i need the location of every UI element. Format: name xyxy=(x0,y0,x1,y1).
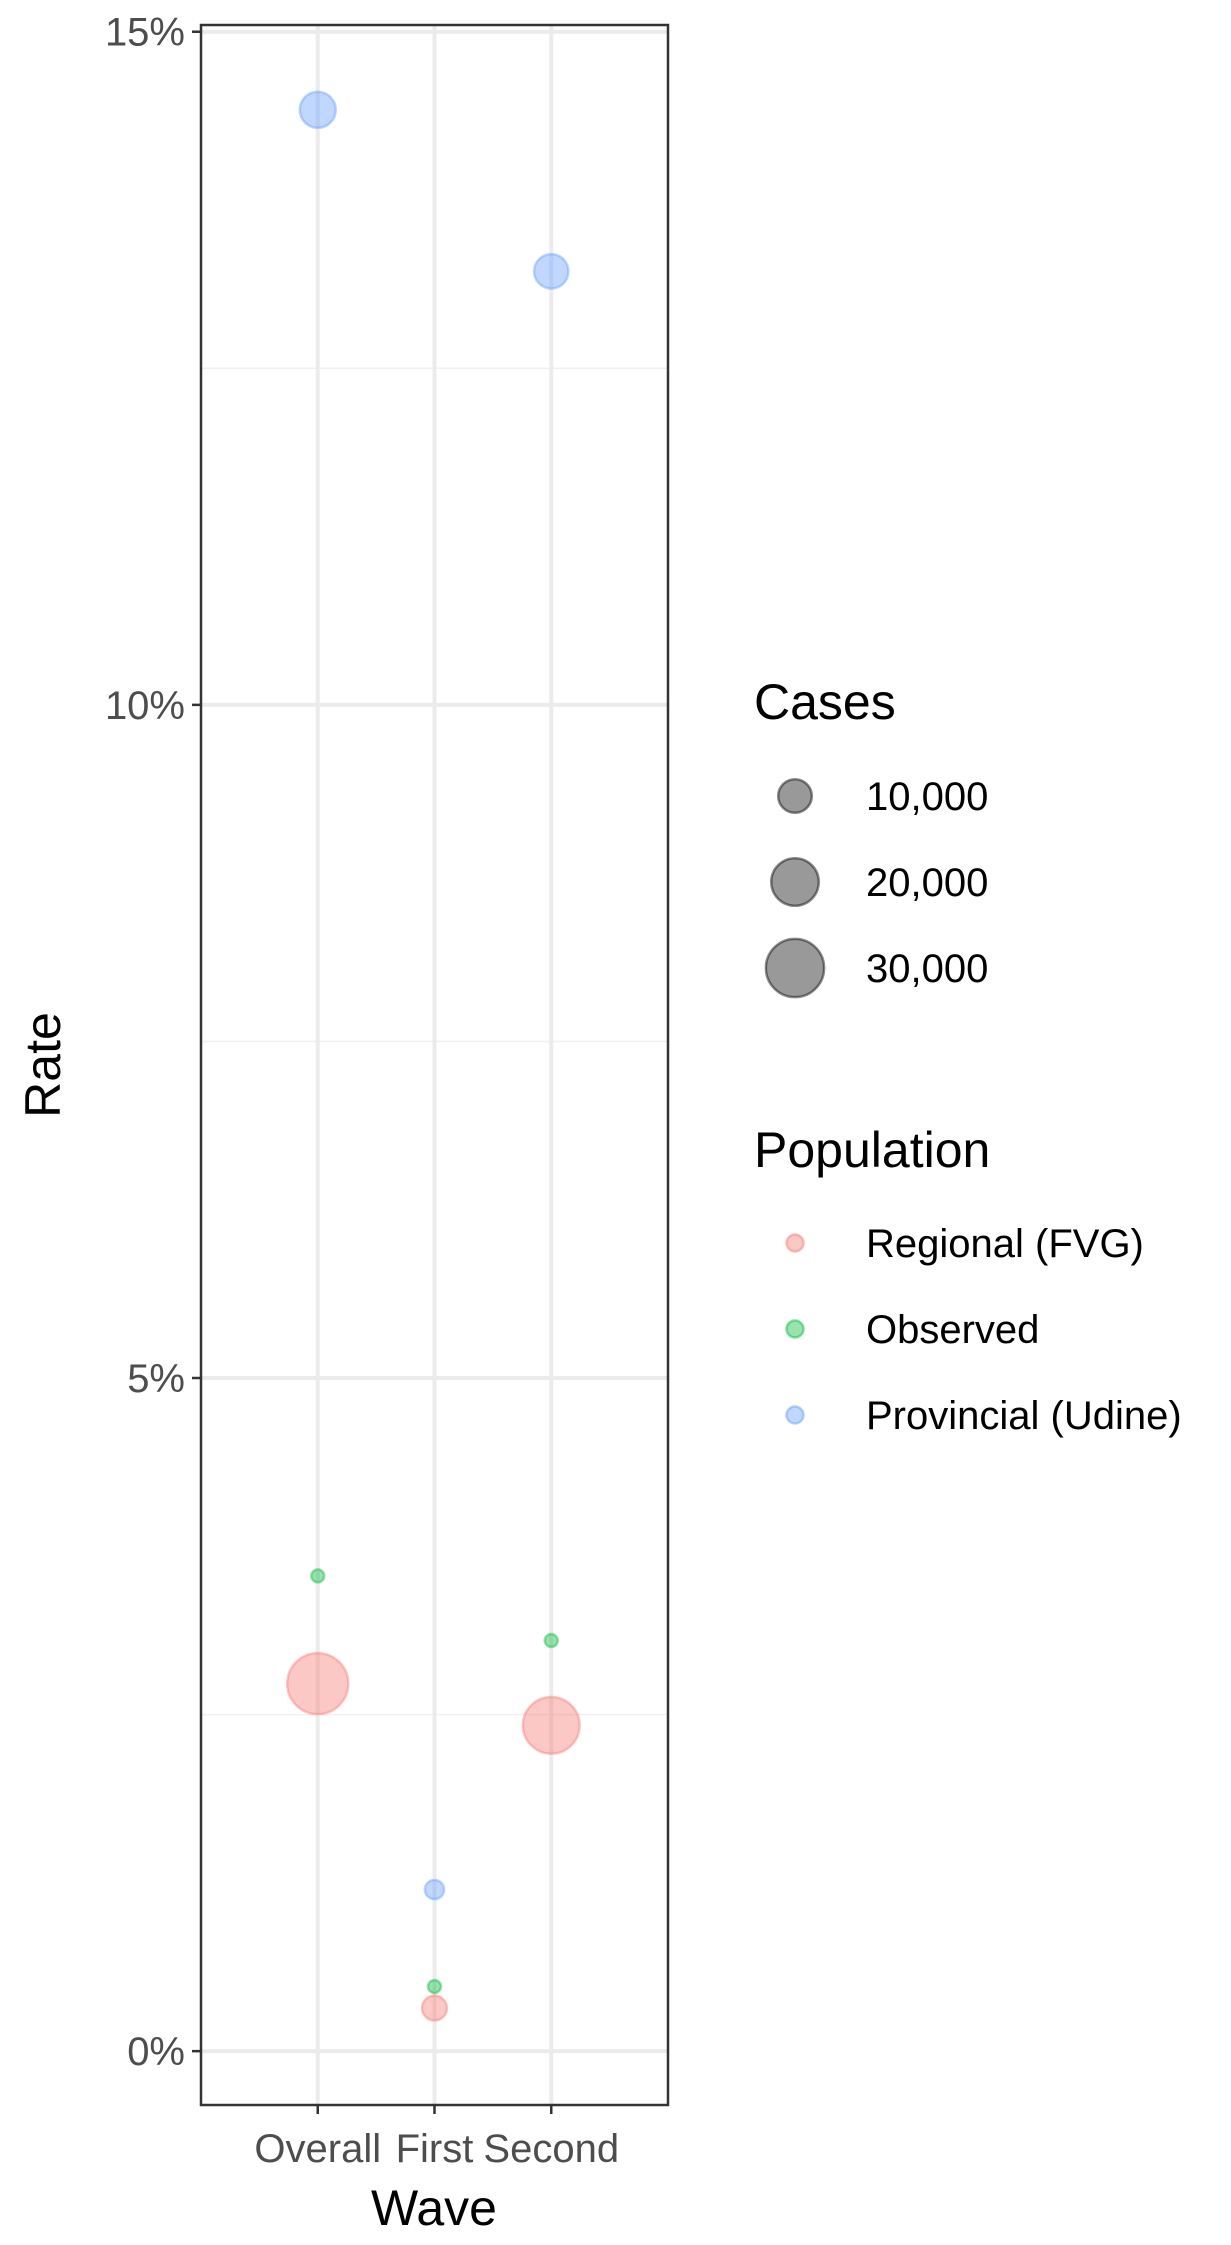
legend-color-key xyxy=(785,1233,805,1253)
legend-color-title: Population xyxy=(754,1122,990,1178)
point-provincial-udine-first xyxy=(423,1878,446,1901)
point-observed-second xyxy=(543,1632,559,1649)
point-provincial-udine-second xyxy=(532,252,570,290)
legend-size-title: Cases xyxy=(754,674,896,730)
point-regional-fvg-first xyxy=(420,1994,449,2022)
color-legend: Regional (FVG) Observed Provincial (Udine) xyxy=(785,1222,1182,1438)
y-tick-label: 15% xyxy=(105,11,185,55)
legend-size-label: 30,000 xyxy=(866,947,988,991)
axis-layer: 0% 5% 10% 15% Overall First Second xyxy=(105,11,619,2171)
x-tick-label: Overall xyxy=(254,2127,381,2171)
x-axis-title: Wave xyxy=(371,2180,497,2236)
points-layer xyxy=(285,90,581,2022)
legend-color-key xyxy=(785,1319,805,1339)
legend-color-key xyxy=(785,1405,805,1425)
y-axis-title: Rate xyxy=(15,1012,71,1118)
point-provincial-udine-overall xyxy=(298,90,338,130)
legend-color-label: Observed xyxy=(866,1308,1039,1352)
x-tick-label: First xyxy=(396,2127,474,2171)
point-observed-first xyxy=(426,1978,443,1995)
legend-color-label: Provincial (Udine) xyxy=(866,1394,1182,1438)
point-regional-fvg-second xyxy=(521,1695,581,1755)
legend-size-label: 20,000 xyxy=(866,861,988,905)
legend-color-label: Regional (FVG) xyxy=(866,1222,1144,1266)
grid-layer xyxy=(201,25,668,2105)
point-observed-overall xyxy=(310,1568,326,1584)
legend: Cases 10,000 20,000 30,000 Population Regi… xyxy=(754,674,1182,1438)
legend-size-key xyxy=(776,777,814,815)
point-regional-fvg-overall xyxy=(285,1651,350,1716)
y-tick-label: 0% xyxy=(127,2030,185,2074)
y-tick-label: 10% xyxy=(105,684,185,728)
y-tick-label: 5% xyxy=(127,1357,185,1401)
size-legend: 10,000 20,000 30,000 xyxy=(764,775,988,999)
x-tick-label: Second xyxy=(483,2127,619,2171)
legend-size-key xyxy=(769,856,821,908)
legend-size-key xyxy=(764,937,826,999)
legend-size-label: 10,000 xyxy=(866,775,988,819)
